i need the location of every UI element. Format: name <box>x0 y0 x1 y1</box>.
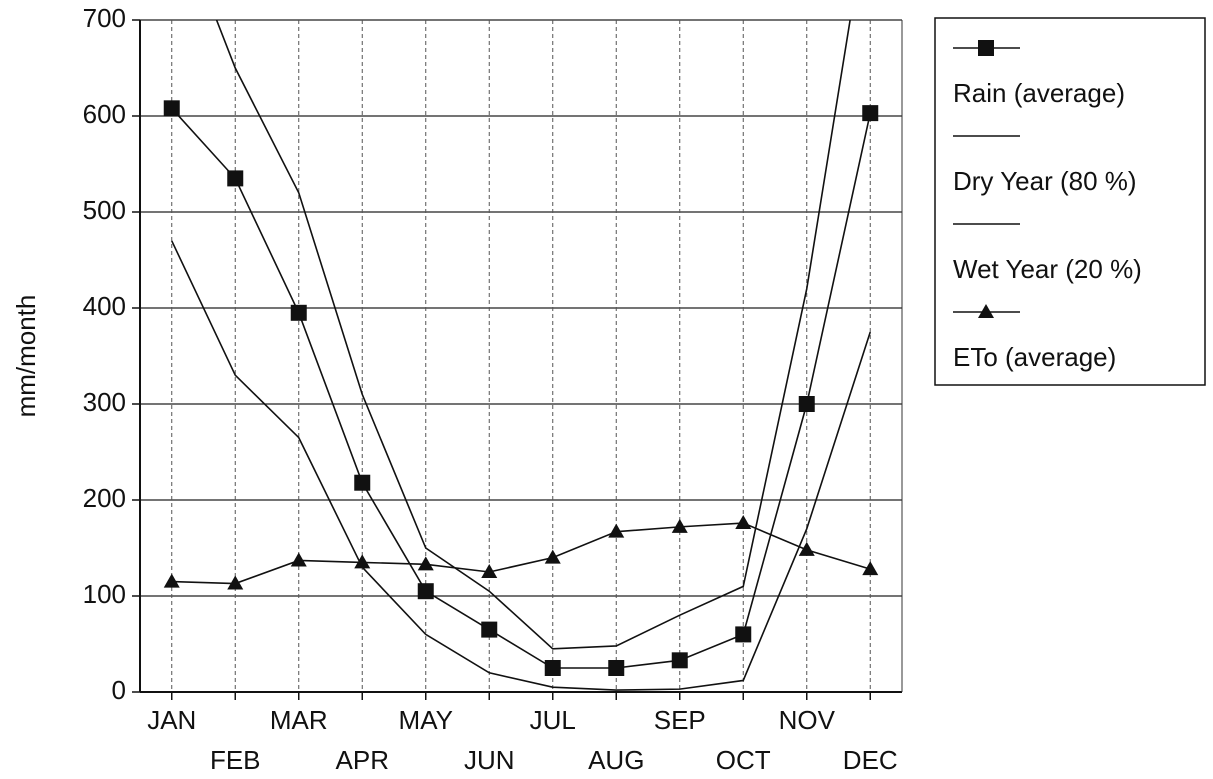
y-tick-label: 200 <box>83 483 126 513</box>
marker-triangle <box>862 561 879 576</box>
plot-area <box>163 20 879 691</box>
series-line <box>171 107 872 669</box>
marker-square <box>671 652 688 669</box>
marker-triangle <box>481 564 498 578</box>
x-tick-label: DEC <box>843 745 898 775</box>
marker-square <box>862 105 879 122</box>
x-tick-label: JAN <box>147 705 196 735</box>
marker-square <box>354 474 371 491</box>
x-tick-label: NOV <box>779 705 836 735</box>
y-axis-label: mm/month <box>11 295 41 418</box>
y-tick-label: 700 <box>83 3 126 33</box>
marker-triangle <box>290 552 307 567</box>
y-tick-label: 500 <box>83 195 126 225</box>
x-tick-label: JUL <box>530 705 576 735</box>
x-tick-label: FEB <box>210 745 261 775</box>
marker-square <box>290 304 307 321</box>
x-tick-label: JUN <box>464 745 515 775</box>
marker-square <box>735 626 752 643</box>
marker-square <box>481 621 498 638</box>
marker-triangle <box>798 541 815 556</box>
marker-triangle <box>417 556 434 571</box>
legend-label: Rain (average) <box>953 78 1125 108</box>
x-tick-label: OCT <box>716 745 771 775</box>
y-tick-label: 400 <box>83 291 126 321</box>
marker-square <box>417 583 434 600</box>
legend-label: ETo (average) <box>953 342 1116 372</box>
series-line <box>215 20 851 650</box>
marker-triangle <box>227 575 244 590</box>
legend-box <box>934 17 1206 386</box>
y-tick-label: 300 <box>83 387 126 417</box>
y-tick-label: 600 <box>83 99 126 129</box>
x-tick-label: MAY <box>399 705 453 735</box>
marker-triangle <box>544 549 561 564</box>
marker-triangle <box>608 523 625 538</box>
x-tick-label: SEP <box>654 705 706 735</box>
series-line <box>171 522 871 585</box>
marker-triangle <box>354 554 371 569</box>
marker-triangle <box>671 518 688 533</box>
marker-triangle <box>163 573 180 588</box>
marker-square <box>544 660 561 676</box>
marker-square <box>227 170 244 187</box>
marker-triangle <box>978 304 994 318</box>
y-tick-label: 100 <box>83 579 126 609</box>
marker-square <box>608 660 625 676</box>
legend-label: Dry Year (80 %) <box>953 166 1137 196</box>
marker-triangle <box>735 515 752 530</box>
x-tick-label: AUG <box>588 745 644 775</box>
x-tick-label: MAR <box>270 705 328 735</box>
legend-label: Wet Year (20 %) <box>953 254 1142 284</box>
series-line <box>171 240 872 691</box>
y-tick-label: 0 <box>112 675 126 705</box>
marker-square <box>978 40 994 56</box>
marker-square <box>163 100 180 117</box>
marker-square <box>798 396 815 412</box>
x-tick-label: APR <box>336 745 389 775</box>
